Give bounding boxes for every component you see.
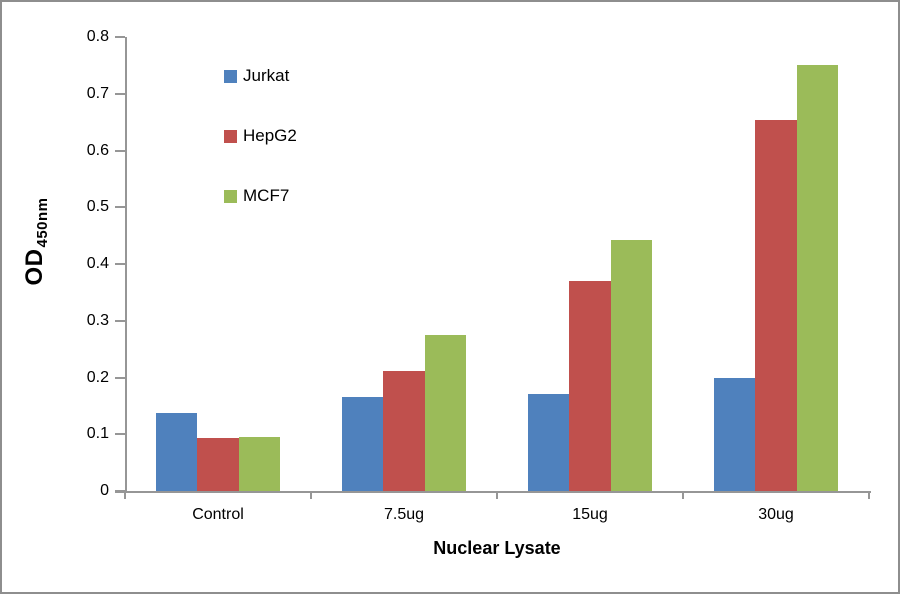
y-tick bbox=[115, 206, 125, 209]
y-axis-title-main: OD bbox=[21, 248, 48, 286]
y-tick bbox=[115, 149, 125, 152]
bar-hepg2-control bbox=[197, 438, 239, 491]
bar-jurkat-7.5ug bbox=[341, 397, 384, 491]
y-tick-label: 0 bbox=[100, 482, 109, 499]
bar-jurkat-15ug bbox=[527, 393, 570, 491]
y-axis-title-subscript: 450nm bbox=[34, 197, 51, 248]
y-tick bbox=[115, 36, 125, 38]
y-axis-line bbox=[125, 37, 127, 493]
y-tick-label: 0.3 bbox=[86, 311, 109, 329]
y-tick bbox=[115, 433, 125, 436]
y-tick-label: 0.1 bbox=[86, 425, 109, 443]
y-axis-title: OD450nm bbox=[21, 197, 51, 286]
x-tick bbox=[496, 491, 498, 499]
legend-swatch-mcf7 bbox=[224, 189, 237, 203]
bar-jurkat-control bbox=[155, 412, 198, 491]
bar-mcf7-control bbox=[238, 436, 281, 491]
y-tick-label: 0.5 bbox=[86, 198, 109, 216]
legend-item-hepg2: HepG2 bbox=[224, 126, 297, 146]
legend-swatch-hepg2 bbox=[224, 129, 237, 143]
y-tick-label: 0.8 bbox=[86, 28, 109, 45]
y-tick bbox=[115, 263, 125, 265]
x-tick-label: Control bbox=[192, 506, 244, 523]
y-tick-label: 0.7 bbox=[86, 84, 109, 102]
y-tick-label: 0.2 bbox=[86, 368, 109, 386]
y-tick bbox=[115, 92, 125, 95]
y-tick bbox=[115, 376, 125, 379]
y-tick-label: 0.4 bbox=[86, 255, 109, 272]
legend-label-hepg2: HepG2 bbox=[243, 126, 297, 145]
legend-label-jurkat: Jurkat bbox=[243, 66, 290, 85]
x-tick bbox=[124, 491, 126, 499]
bar-hepg2-7.5ug bbox=[383, 370, 425, 491]
y-tick bbox=[115, 490, 125, 492]
y-tick-label: 0.6 bbox=[86, 141, 109, 159]
x-tick bbox=[310, 491, 312, 499]
x-tick-label: 30ug bbox=[758, 506, 794, 523]
bar-hepg2-15ug bbox=[569, 281, 611, 491]
x-tick bbox=[868, 491, 870, 499]
legend-swatch-jurkat bbox=[224, 69, 237, 83]
legend-item-mcf7: MCF7 bbox=[224, 186, 289, 206]
legend-label-mcf7: MCF7 bbox=[243, 186, 290, 205]
legend-item-jurkat: Jurkat bbox=[224, 66, 289, 86]
bar-mcf7-15ug bbox=[610, 240, 653, 491]
y-tick bbox=[115, 319, 125, 322]
bar-mcf7-30ug bbox=[796, 64, 839, 491]
x-tick-label: 15ug bbox=[572, 506, 608, 523]
x-axis-line bbox=[115, 491, 871, 493]
bar-mcf7-7.5ug bbox=[424, 334, 467, 491]
x-axis-title: Nuclear Lysate bbox=[433, 538, 561, 558]
bar-hepg2-30ug bbox=[755, 119, 797, 491]
bar-jurkat-30ug bbox=[713, 377, 756, 491]
x-tick-label: 7.5ug bbox=[383, 506, 425, 523]
x-tick bbox=[682, 491, 684, 499]
